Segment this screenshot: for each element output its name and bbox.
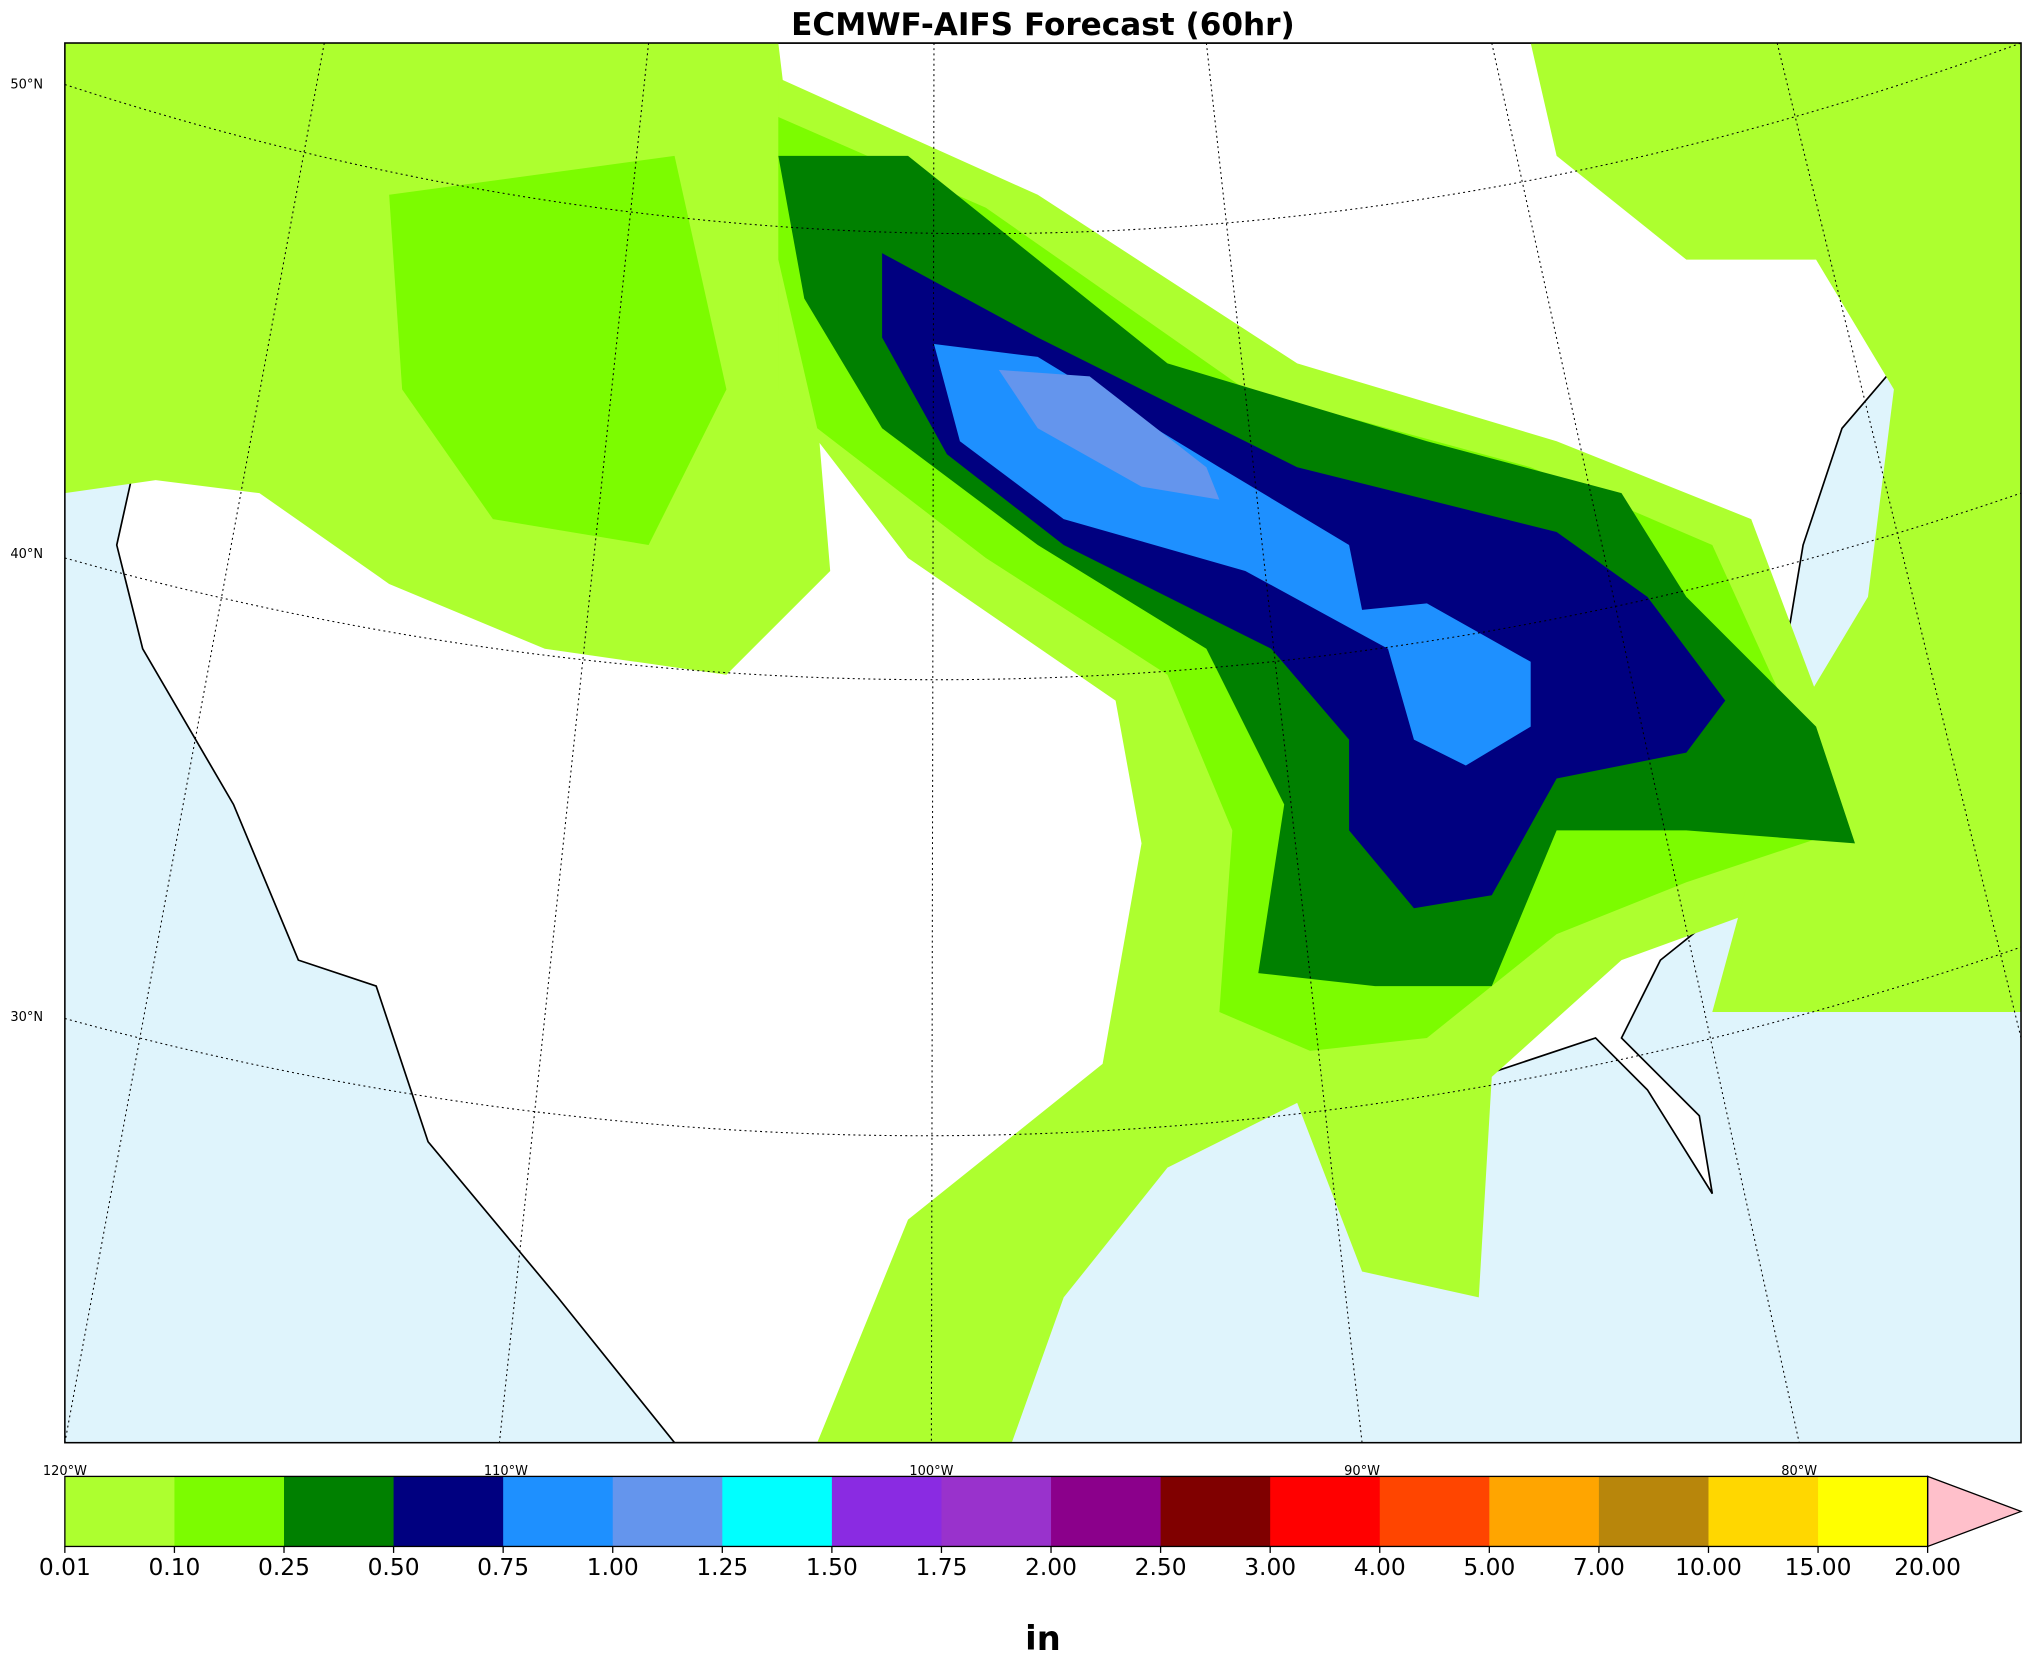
precip-1.00: [998, 369, 1220, 500]
colorbar-tick-label: 2.00: [1025, 1553, 1077, 1581]
colorbar-tick-label: 0.50: [368, 1553, 420, 1581]
colorbar-frame: [64, 1475, 1929, 1548]
precip-0.10: [389, 155, 727, 546]
lon-label: 80°W: [1781, 1464, 1817, 1479]
colorbar-segment: [941, 1476, 1052, 1547]
colorbar-segment: [1270, 1476, 1381, 1547]
colorbar-segment: [722, 1476, 833, 1547]
graticule: [64, 43, 2022, 1443]
precip-0.01: [1530, 43, 2022, 1013]
axis-labels: 50°N 40°N 30°N 120°W 110°W 100°W 90°W 80°W: [10, 77, 1817, 1479]
colorbar-extension: [1926, 1475, 2023, 1548]
map: [64, 42, 2022, 1444]
colorbar-tick-label: 1.25: [696, 1553, 748, 1581]
colorbar-segment: [393, 1476, 504, 1547]
colorbar-tick-label: 0.25: [258, 1553, 310, 1581]
colorbar-segment: [1379, 1476, 1490, 1547]
colorbar-tick-label: 4.00: [1354, 1553, 1406, 1581]
colorbar-segment: [1818, 1476, 1929, 1547]
lat-label: 50°N: [10, 77, 43, 92]
colorbar-tick-label: 10.00: [1675, 1553, 1742, 1581]
lon-label: 100°W: [909, 1464, 953, 1479]
colorbar-tick-label: 3.00: [1244, 1553, 1296, 1581]
lat-label: 30°N: [10, 1010, 43, 1025]
colorbar-segment: [284, 1476, 395, 1547]
lon-label: 110°W: [484, 1464, 528, 1479]
lon-label: 120°W: [43, 1464, 87, 1479]
colorbar-tick-label: 0.10: [148, 1553, 200, 1581]
title: ECMWF-AIFS Forecast (60hr): [791, 7, 1295, 43]
lon-label: 90°W: [1344, 1464, 1380, 1479]
colorbar-tick-label: 0.01: [39, 1553, 91, 1581]
colorbar-segment: [612, 1476, 723, 1547]
colorbar: 0.01 0.10 0.25 0.50 0.75 1.00 1.25 1.50 1.75 2.00…: [39, 1475, 2023, 1581]
colorbar-segment: [64, 1476, 176, 1547]
colorbar-segment: [174, 1476, 285, 1547]
colorbar-tick-label: 2.50: [1135, 1553, 1187, 1581]
colorbar-segment: [1160, 1476, 1271, 1547]
map-frame: [64, 42, 2022, 1444]
colorbar-unit: in: [1025, 1619, 1061, 1658]
colorbar-segment: [1489, 1476, 1600, 1547]
colorbar-tick-label: 1.75: [915, 1553, 967, 1581]
colorbar-tick-label: 5.00: [1463, 1553, 1515, 1581]
colorbar-tick-label: 7.00: [1573, 1553, 1625, 1581]
colorbar-segment: [503, 1476, 614, 1547]
lat-label: 40°N: [10, 547, 43, 562]
colorbar-segment: [1598, 1476, 1710, 1547]
colorbar-tick-label: 0.75: [477, 1553, 529, 1581]
colorbar-segment: [831, 1476, 943, 1547]
colorbar-segment: [1051, 1476, 1162, 1547]
colorbar-tick-label: 1.50: [806, 1553, 858, 1581]
colorbar-tick-label: 1.00: [587, 1553, 639, 1581]
colorbar-tick-label: 20.00: [1894, 1553, 1961, 1581]
colorbar-tick-label: 15.00: [1785, 1553, 1852, 1581]
colorbar-segment: [1708, 1476, 1819, 1547]
